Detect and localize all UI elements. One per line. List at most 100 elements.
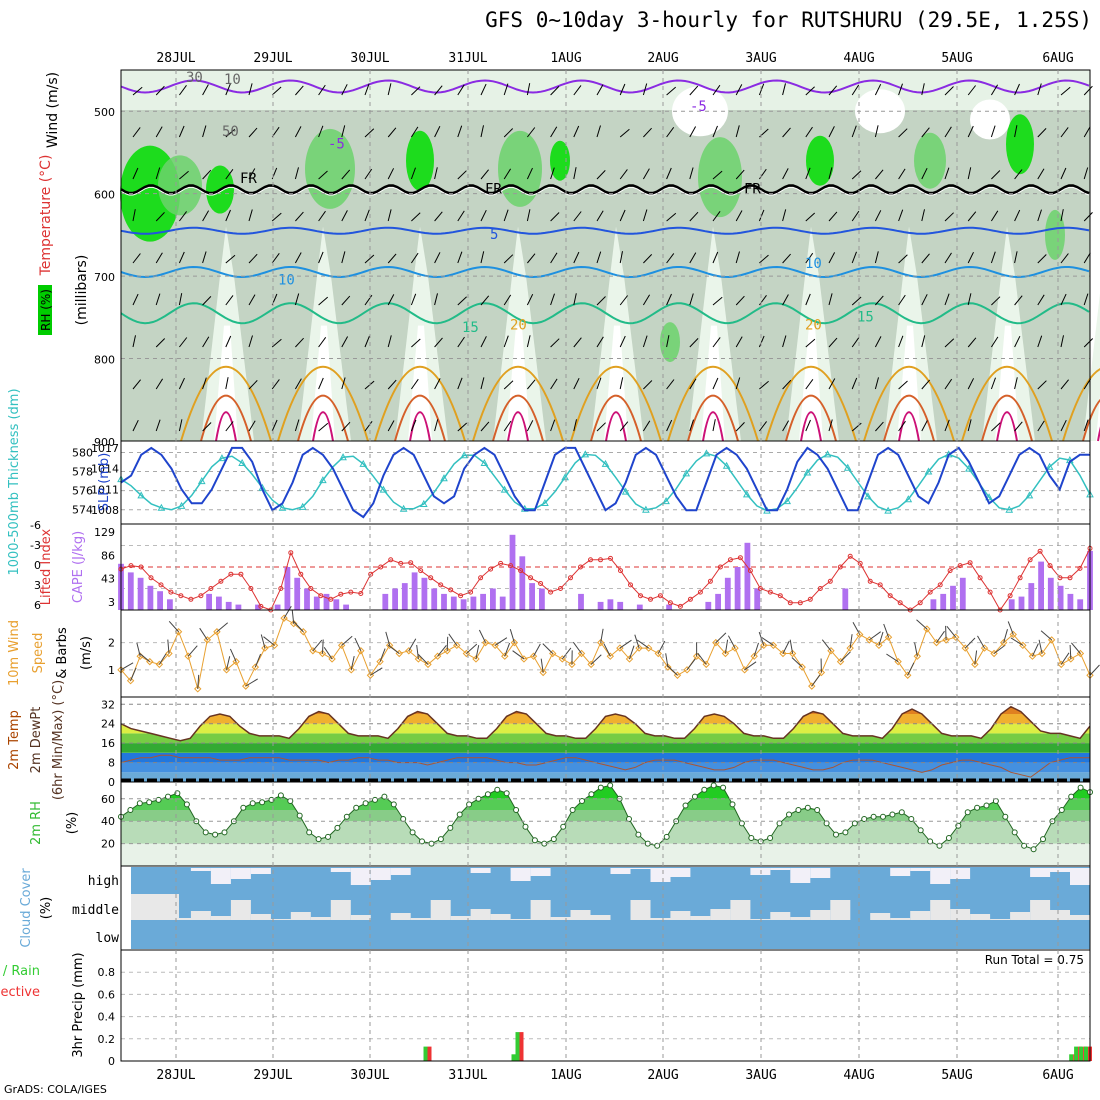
wind10-point — [702, 660, 710, 669]
wind-barb — [434, 211, 443, 222]
wind-barb — [851, 377, 858, 390]
precip-tick-label: 0.2 — [98, 1033, 116, 1046]
cape-bar — [744, 542, 751, 610]
wind-barb — [434, 125, 441, 138]
rh-dry-core — [506, 325, 530, 441]
wind10-point — [884, 633, 893, 641]
wind-barb — [225, 254, 236, 264]
wind-barb — [178, 293, 183, 306]
contour-label: FR — [240, 171, 257, 187]
wind10-point — [731, 644, 739, 652]
wind-barb — [178, 419, 183, 432]
wind-barb — [689, 252, 697, 264]
cape-bar — [529, 583, 535, 610]
wind-barb — [202, 377, 207, 390]
rh-moist-area — [914, 132, 946, 189]
wind-barb — [805, 338, 816, 348]
rh2m-point — [945, 835, 952, 841]
contour-label: -5 — [328, 136, 345, 152]
wind-barb — [573, 211, 582, 222]
wind10-barb — [665, 653, 669, 668]
wind-barb — [619, 251, 623, 264]
cloud-mid-gap — [1030, 900, 1051, 920]
wind-barb — [851, 84, 860, 96]
lifted-index-point — [258, 603, 264, 609]
wind10-barb — [312, 639, 323, 652]
lifted-index-point — [628, 582, 633, 588]
wind10-barb — [1071, 642, 1081, 654]
cape-bar — [392, 588, 398, 610]
freezing-level-contour — [120, 184, 1090, 195]
cloud-high-gap — [370, 868, 391, 880]
wind-barb — [712, 251, 719, 264]
lifted-index-point — [867, 578, 873, 584]
temp-contour-25 — [590, 394, 642, 442]
precip-tick-label: 0.8 — [98, 966, 116, 979]
wind10-point — [222, 666, 231, 674]
wind-barb — [689, 419, 694, 432]
wind-barb — [828, 337, 838, 348]
rh2m-point — [494, 786, 501, 793]
thickness-tick-label: 574 — [72, 504, 93, 517]
wind-barb — [225, 377, 229, 390]
rh2m-point — [1011, 829, 1018, 836]
cloud-high-gap — [610, 868, 631, 874]
wind-barb — [573, 419, 577, 432]
wind10-barb — [408, 638, 417, 652]
cloud-mid-gap — [510, 919, 531, 920]
lifted-index-point — [448, 587, 454, 593]
wind10-barb — [1060, 652, 1070, 665]
lifted-index-point — [248, 586, 254, 591]
lifted-index-point — [638, 593, 643, 599]
cloud-mid-gap — [670, 911, 691, 920]
wind-barb — [1083, 419, 1089, 432]
rh2m-point — [503, 790, 510, 797]
temp-contour-25 — [883, 394, 935, 442]
wind-barb — [759, 254, 769, 264]
wind10-point — [712, 638, 720, 647]
lifted-index-point — [558, 586, 563, 591]
lifted-index-point — [1007, 593, 1013, 599]
thickness-line-marker — [561, 473, 569, 481]
temp2m-tick-label: 16 — [101, 737, 115, 750]
wind10-barb — [914, 642, 918, 657]
cloud-high-gap — [750, 868, 771, 875]
lifted-index-point — [418, 568, 424, 574]
wind-barb — [805, 379, 814, 390]
cloud-high-gap — [1050, 868, 1070, 872]
wind-barb — [1014, 377, 1018, 390]
wind-barb — [457, 125, 463, 138]
wind-barb — [782, 168, 789, 180]
wind-barb — [921, 209, 925, 222]
wind10-point — [318, 649, 327, 658]
lifted-index-point — [468, 589, 474, 595]
temp-band — [121, 743, 1090, 753]
rh2m-point — [240, 804, 247, 811]
wind-barb — [179, 337, 188, 348]
cloud-mid-gap — [290, 912, 311, 920]
rh2m-point — [136, 800, 143, 807]
wind10-barb — [753, 642, 759, 657]
cape-bar — [480, 593, 486, 610]
wind-barb — [642, 420, 651, 432]
wind-barb — [550, 212, 560, 222]
contour-label: FR — [485, 182, 502, 198]
temp-contour-25 — [297, 394, 349, 442]
wind10-barb — [323, 647, 333, 660]
lifted-index-point — [278, 586, 284, 591]
date-label-bottom: 31JUL — [448, 1068, 487, 1083]
wind-barb — [898, 380, 908, 390]
rh2m-point — [437, 836, 444, 843]
wind-barb — [643, 254, 653, 264]
wind10-barb — [168, 620, 179, 633]
wind-barb — [178, 85, 187, 96]
cape-bar — [460, 599, 467, 611]
thickness-tick-label: 576 — [72, 485, 93, 498]
temp2m-tick-label: 24 — [101, 718, 115, 731]
wind10-barb — [466, 643, 478, 654]
wind-barb — [619, 377, 624, 390]
lifted-index-point — [737, 555, 743, 561]
cape-bar — [705, 601, 712, 610]
wind-barb — [712, 125, 718, 138]
rh2m-point — [1002, 813, 1009, 820]
